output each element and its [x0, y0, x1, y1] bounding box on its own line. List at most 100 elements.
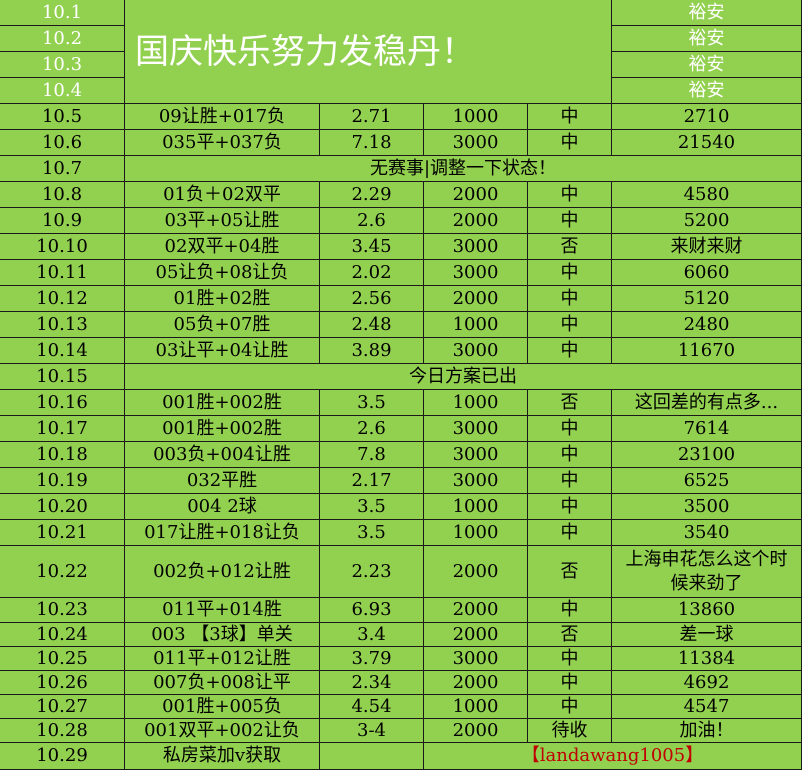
result: 否 [528, 623, 612, 647]
pick: 001双平+002让负 [125, 719, 320, 743]
result: 中 [528, 338, 612, 364]
payout: 4580 [612, 182, 802, 208]
odds: 3.89 [320, 338, 424, 364]
empty-cell [320, 743, 424, 770]
payout: 来财来财 [612, 234, 802, 260]
odds: 6.93 [320, 598, 424, 623]
date: 10.26 [0, 671, 125, 695]
pick: 001胜+002胜 [125, 390, 320, 416]
odds: 7.8 [320, 442, 424, 468]
odds: 2.56 [320, 286, 424, 312]
payout: 裕安 [612, 52, 802, 78]
payout: 这回差的有点多... [612, 390, 802, 416]
payout: 6525 [612, 468, 802, 494]
payout: 6060 [612, 260, 802, 286]
payout: 4547 [612, 695, 802, 719]
date: 10.29 [0, 743, 125, 770]
pick: 私房菜加v获取 [125, 743, 320, 770]
pick: 011平+014胜 [125, 598, 320, 623]
date: 10.28 [0, 719, 125, 743]
date: 10.7 [0, 156, 125, 182]
odds: 2.48 [320, 312, 424, 338]
date: 10.16 [0, 390, 125, 416]
stake: 1000 [424, 390, 528, 416]
date: 10.22 [0, 546, 125, 598]
date: 10.12 [0, 286, 125, 312]
pick: 001胜+002胜 [125, 416, 320, 442]
stake: 1000 [424, 520, 528, 546]
odds: 3.5 [320, 390, 424, 416]
result: 中 [528, 260, 612, 286]
payout: 11670 [612, 338, 802, 364]
date: 10.10 [0, 234, 125, 260]
result: 待收 [528, 719, 612, 743]
result: 中 [528, 520, 612, 546]
date: 10.21 [0, 520, 125, 546]
note: 无赛事|调整一下状态！ [125, 156, 802, 182]
date: 10.3 [0, 52, 125, 78]
payout: 4692 [612, 671, 802, 695]
stake: 3000 [424, 442, 528, 468]
result: 中 [528, 208, 612, 234]
pick: 02双平+04胜 [125, 234, 320, 260]
pick: 01负＋02双平 [125, 182, 320, 208]
odds: 7.18 [320, 130, 424, 156]
stake: 1000 [424, 312, 528, 338]
stake: 3000 [424, 130, 528, 156]
payout: 3500 [612, 494, 802, 520]
stake: 2000 [424, 598, 528, 623]
stake: 3000 [424, 416, 528, 442]
odds: 2.71 [320, 104, 424, 130]
stake: 3000 [424, 234, 528, 260]
note: 今日方案已出 [125, 364, 802, 390]
payout: 裕安 [612, 78, 802, 104]
pick: 05负+07胜 [125, 312, 320, 338]
stake: 3000 [424, 338, 528, 364]
odds: 2.34 [320, 671, 424, 695]
payout: 裕安 [612, 0, 802, 26]
payout: 2710 [612, 104, 802, 130]
pick: 011平+012让胜 [125, 647, 320, 671]
date: 10.1 [0, 0, 125, 26]
odds: 4.54 [320, 695, 424, 719]
stake: 1000 [424, 104, 528, 130]
stake: 2000 [424, 623, 528, 647]
date: 10.4 [0, 78, 125, 104]
date: 10.20 [0, 494, 125, 520]
result: 中 [528, 130, 612, 156]
payout: 5120 [612, 286, 802, 312]
result: 中 [528, 286, 612, 312]
odds: 3.45 [320, 234, 424, 260]
payout: 加油！ [612, 719, 802, 743]
odds: 2.17 [320, 468, 424, 494]
stake: 1000 [424, 695, 528, 719]
odds: 2.29 [320, 182, 424, 208]
result: 否 [528, 234, 612, 260]
result: 中 [528, 416, 612, 442]
payout: 裕安 [612, 26, 802, 52]
result: 中 [528, 598, 612, 623]
stake: 2000 [424, 208, 528, 234]
odds: 2.6 [320, 208, 424, 234]
payout: 13860 [612, 598, 802, 623]
payout: 差一球 [612, 623, 802, 647]
stake: 2000 [424, 286, 528, 312]
odds: 3-4 [320, 719, 424, 743]
date: 10.18 [0, 442, 125, 468]
date: 10.8 [0, 182, 125, 208]
pick: 002负+012让胜 [125, 546, 320, 598]
pick: 032平胜 [125, 468, 320, 494]
pick: 001胜+005负 [125, 695, 320, 719]
payout: 3540 [612, 520, 802, 546]
date: 10.9 [0, 208, 125, 234]
result: 中 [528, 468, 612, 494]
result: 中 [528, 647, 612, 671]
payout: 5200 [612, 208, 802, 234]
date: 10.6 [0, 130, 125, 156]
stake: 2000 [424, 671, 528, 695]
result: 否 [528, 390, 612, 416]
date: 10.17 [0, 416, 125, 442]
odds: 3.5 [320, 520, 424, 546]
date: 10.27 [0, 695, 125, 719]
odds: 3.79 [320, 647, 424, 671]
